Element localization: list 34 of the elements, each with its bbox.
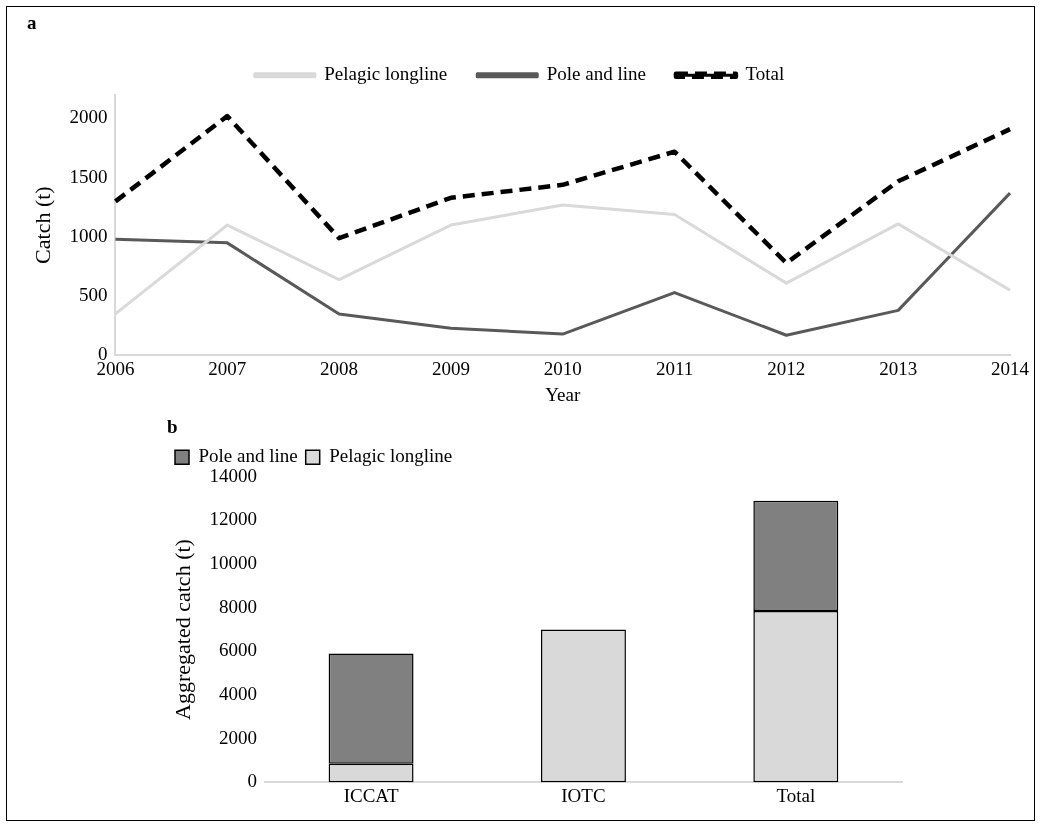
y-tick-label: 500 xyxy=(78,284,108,306)
line-series xyxy=(113,113,1013,266)
legend-label: Pelagic longline xyxy=(329,445,453,467)
y-axis-title: Catch (t) xyxy=(29,186,55,264)
x-tick-label: Total xyxy=(776,784,816,806)
x-tick-label: 2012 xyxy=(767,357,806,379)
legend-label: Pelagic longline xyxy=(324,63,448,85)
chart-title: b xyxy=(167,416,178,438)
legend-label: Pole and line xyxy=(546,63,646,85)
x-tick-label: 2009 xyxy=(431,357,470,379)
y-tick-label: 1000 xyxy=(69,224,108,246)
y-tick-label: 2000 xyxy=(69,106,108,128)
x-tick-label: 2007 xyxy=(208,357,247,379)
x-tick-label: 2008 xyxy=(320,357,359,379)
y-tick-label: 8000 xyxy=(218,595,257,617)
y-tick-label: 0 xyxy=(247,770,257,792)
y-tick-label: 4000 xyxy=(218,682,257,704)
legend-label: Total xyxy=(745,63,785,85)
y-tick-label: 14000 xyxy=(209,464,257,486)
x-tick-label: ICCAT xyxy=(343,784,399,806)
x-tick-label: 2013 xyxy=(879,357,918,379)
x-axis-title: Year xyxy=(545,383,581,405)
y-tick-label: 2000 xyxy=(218,726,257,748)
y-tick-label: 12000 xyxy=(209,508,257,530)
x-tick-label: 2014 xyxy=(991,357,1030,379)
x-tick-label: IOTC xyxy=(561,784,606,806)
y-tick-label: 6000 xyxy=(218,639,257,661)
legend-label: Pole and line xyxy=(198,445,298,467)
chart-title: a xyxy=(27,12,37,34)
x-tick-label: 2010 xyxy=(543,357,582,379)
x-tick-label: 2011 xyxy=(655,357,694,379)
y-axis-title: Aggregated catch (t) xyxy=(169,539,195,720)
y-tick-label: 10000 xyxy=(209,552,257,574)
y-tick-label: 1500 xyxy=(69,165,108,187)
